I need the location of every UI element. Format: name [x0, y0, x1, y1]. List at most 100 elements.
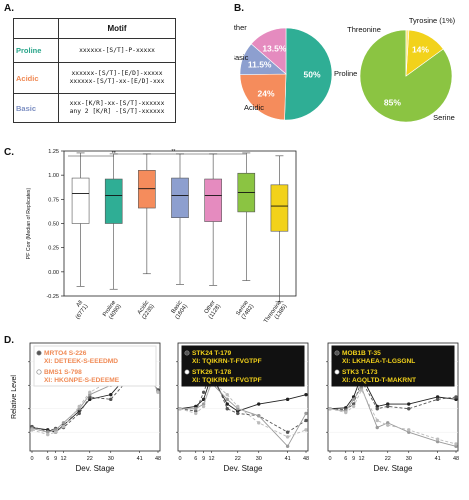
box	[138, 170, 156, 209]
legend-entry-name: MRTO4 S-226	[44, 350, 87, 357]
legend-entry-sequence: XI: HKGNPE-S-EDEEME	[44, 377, 120, 384]
motif-line: xxxxxx-[S/T]-[E/D]-xxxxx	[71, 70, 163, 78]
x-tick-label: 12	[208, 456, 214, 462]
sig-mark: **	[112, 151, 116, 157]
data-point	[435, 437, 440, 441]
data-point	[285, 397, 290, 402]
x-axis-label: Dev. Stage	[374, 464, 414, 473]
data-point	[109, 392, 113, 397]
data-point	[454, 397, 458, 402]
motif-header: Motif	[58, 18, 176, 39]
box	[104, 178, 123, 224]
pie-category-label: Proline	[334, 69, 357, 78]
x-tick-label: 22	[385, 456, 391, 462]
legend-box	[181, 345, 305, 387]
data-point	[304, 392, 308, 397]
panel-label-d: D.	[4, 335, 14, 346]
residue-pie-chart: 85% 14% Serine Threonine Tyrosine (1%)	[347, 16, 456, 123]
data-point	[178, 407, 182, 411]
data-point	[225, 407, 229, 411]
x-tick-label: 22	[87, 456, 93, 462]
x-tick-label: 9	[54, 456, 57, 462]
box	[270, 184, 289, 232]
data-point	[285, 444, 290, 449]
sig-mark: **	[171, 149, 175, 155]
motif-pie-chart: 50% 24% 11.5% 13.5% Proline Acidic Basic Other	[234, 23, 357, 121]
data-point	[201, 397, 206, 402]
data-point	[77, 411, 81, 416]
x-tick-label: 0	[178, 456, 181, 462]
data-point	[236, 404, 240, 409]
legend-entry-sequence: XI: AGQLTD-T-MAKRNT	[342, 377, 416, 384]
pie-category-label: Serine	[433, 113, 455, 122]
data-point	[407, 430, 411, 434]
data-point	[386, 421, 390, 425]
y-axis-label: PF Corr (Median of Replicates)	[26, 187, 32, 259]
y-tick-label: 0.00	[48, 270, 59, 276]
data-point	[236, 411, 240, 416]
x-tick-label: 48	[155, 456, 161, 462]
pie-value-label: 14%	[412, 45, 429, 55]
x-tick-label: 0	[328, 456, 331, 462]
x-tick-label: 22	[235, 456, 241, 462]
data-point	[386, 402, 390, 406]
data-point	[454, 444, 458, 449]
data-point	[351, 397, 356, 402]
y-tick-label: 1.25	[48, 149, 59, 155]
panel-label-a: A.	[4, 3, 14, 14]
data-point	[375, 407, 379, 411]
category-label: Other(1128)	[203, 300, 223, 321]
category-label: Serine(7482)	[235, 300, 255, 321]
filled-circle-marker-icon	[184, 350, 190, 356]
data-point	[194, 411, 198, 416]
legend-entry-name: MOB1B T-35	[342, 350, 381, 357]
pie-slice	[250, 27, 287, 75]
data-point	[407, 402, 411, 406]
x-tick-label: 12	[358, 456, 364, 462]
pie-value-label: 24%	[258, 89, 275, 99]
motif-basic: xxx-[K/R]-xx-[S/T]-xxxxxx any 2 [K/R] -[S…	[58, 93, 176, 123]
data-point	[236, 409, 240, 413]
x-tick-label: 41	[137, 456, 143, 462]
category-label: All(6771)	[70, 300, 90, 321]
filled-circle-marker-icon	[36, 350, 42, 356]
data-point	[435, 439, 440, 444]
x-axis-label: Dev. Stage	[224, 464, 264, 473]
pie-category-label: Tyrosine (1%)	[409, 16, 456, 25]
data-point	[454, 395, 458, 399]
category-proline: Proline	[13, 38, 59, 63]
y-tick-label: 0.25	[48, 246, 59, 252]
legend-box	[33, 345, 157, 387]
panel-label-b: B.	[234, 3, 244, 14]
data-point	[77, 404, 81, 409]
series-line	[329, 388, 457, 445]
x-tick-label: 0	[30, 456, 33, 462]
legend-entry-sequence: XI: TQIKRN-T-FVGTPF	[192, 358, 262, 365]
category-acidic: Acidic	[13, 62, 59, 94]
data-point	[328, 407, 332, 411]
motif-table: Motif Proline xxxxxx-[S/T]-P-xxxxx Acidi…	[13, 18, 176, 123]
data-point	[375, 425, 379, 430]
motif-table-wrapper: Motif Proline xxxxxx-[S/T]-P-xxxxx Acidi…	[13, 18, 176, 123]
data-point	[435, 395, 440, 399]
y-axis-label: Relative Level	[11, 375, 18, 419]
box	[204, 178, 222, 222]
motif-line: xxxxxx-[S/T]-xx-[E/D]-xxx	[69, 78, 165, 85]
x-axis-label: Dev. Stage	[76, 464, 116, 473]
data-point	[386, 404, 390, 409]
data-point	[304, 428, 308, 432]
legend-entry-sequence: XI: DETEEK-S-EEEDMD	[44, 358, 118, 365]
data-point	[359, 385, 364, 390]
pie-value-label: 85%	[384, 98, 401, 108]
legend-entry-sequence: XI: LKHAEA-T-LGSGNL	[342, 358, 415, 365]
data-point	[236, 407, 240, 411]
data-point	[53, 430, 58, 434]
x-tick-label: 30	[108, 456, 114, 462]
pie-value-label: 11.5%	[248, 59, 272, 69]
filled-circle-marker-icon	[334, 350, 340, 356]
category-label: Proline(4090)	[102, 300, 123, 322]
x-tick-label: 9	[202, 456, 205, 462]
